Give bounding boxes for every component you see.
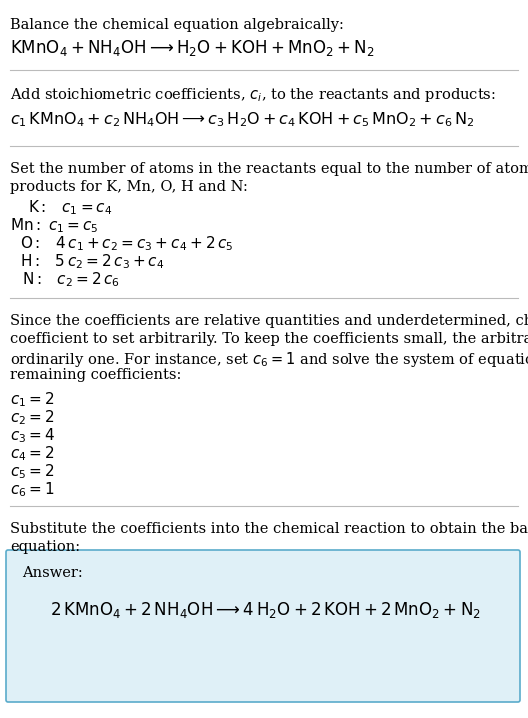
Text: $c_6 = 1$: $c_6 = 1$: [10, 480, 54, 499]
Text: $c_2 = 2$: $c_2 = 2$: [10, 408, 54, 426]
Text: remaining coefficients:: remaining coefficients:: [10, 368, 182, 382]
Text: ordinarily one. For instance, set $c_6 = 1$ and solve the system of equations fo: ordinarily one. For instance, set $c_6 =…: [10, 350, 528, 369]
Text: $c_4 = 2$: $c_4 = 2$: [10, 444, 54, 462]
Text: $\mathrm{H{:}}\;\;\; 5\,c_2 = 2\,c_3 + c_4$: $\mathrm{H{:}}\;\;\; 5\,c_2 = 2\,c_3 + c…: [20, 252, 164, 271]
FancyBboxPatch shape: [6, 550, 520, 702]
Text: $c_1 = 2$: $c_1 = 2$: [10, 390, 54, 409]
Text: $2\,\mathrm{KMnO_4} + 2\,\mathrm{NH_4OH} \longrightarrow 4\,\mathrm{H_2O} + 2\,\: $2\,\mathrm{KMnO_4} + 2\,\mathrm{NH_4OH}…: [50, 600, 481, 620]
Text: Answer:: Answer:: [22, 566, 83, 580]
Text: Balance the chemical equation algebraically:: Balance the chemical equation algebraica…: [10, 18, 344, 32]
Text: products for K, Mn, O, H and N:: products for K, Mn, O, H and N:: [10, 180, 248, 194]
Text: $\mathrm{K{:}}\;\;\; c_1 = c_4$: $\mathrm{K{:}}\;\;\; c_1 = c_4$: [28, 198, 112, 217]
Text: equation:: equation:: [10, 540, 80, 554]
Text: Since the coefficients are relative quantities and underdetermined, choose a: Since the coefficients are relative quan…: [10, 314, 528, 328]
Text: Substitute the coefficients into the chemical reaction to obtain the balanced: Substitute the coefficients into the che…: [10, 522, 528, 536]
Text: $\mathrm{Mn{:}}\; c_1 = c_5$: $\mathrm{Mn{:}}\; c_1 = c_5$: [10, 216, 99, 235]
Text: Set the number of atoms in the reactants equal to the number of atoms in the: Set the number of atoms in the reactants…: [10, 162, 528, 176]
Text: $\mathrm{O{:}}\;\;\; 4\,c_1 + c_2 = c_3 + c_4 + 2\,c_5$: $\mathrm{O{:}}\;\;\; 4\,c_1 + c_2 = c_3 …: [20, 234, 233, 253]
Text: coefficient to set arbitrarily. To keep the coefficients small, the arbitrary va: coefficient to set arbitrarily. To keep …: [10, 332, 528, 346]
Text: Add stoichiometric coefficients, $c_i$, to the reactants and products:: Add stoichiometric coefficients, $c_i$, …: [10, 86, 496, 104]
Text: $\mathrm{KMnO_4 + NH_4OH} \longrightarrow \mathrm{H_2O + KOH + MnO_2 + N_2}$: $\mathrm{KMnO_4 + NH_4OH} \longrightarro…: [10, 38, 374, 58]
Text: $c_1\,\mathrm{KMnO_4} + c_2\,\mathrm{NH_4OH} \longrightarrow c_3\,\mathrm{H_2O} : $c_1\,\mathrm{KMnO_4} + c_2\,\mathrm{NH_…: [10, 110, 475, 129]
Text: $c_5 = 2$: $c_5 = 2$: [10, 462, 54, 480]
Text: $c_3 = 4$: $c_3 = 4$: [10, 426, 55, 444]
Text: $\mathrm{N{:}}\;\;\; c_2 = 2\,c_6$: $\mathrm{N{:}}\;\;\; c_2 = 2\,c_6$: [22, 270, 120, 289]
